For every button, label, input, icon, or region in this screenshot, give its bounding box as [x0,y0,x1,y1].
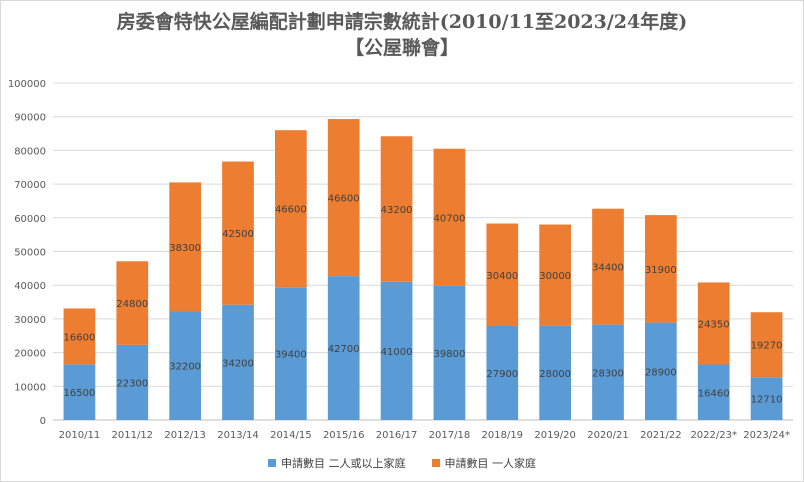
x-tick-label: 2020/21 [587,430,629,441]
x-tick-label: 2012/13 [164,430,206,441]
x-tick-label: 2011/12 [112,430,154,441]
x-tick-label: 2013/14 [217,430,259,441]
stacked-bar-chart: 0 10000 20000 30000 40000 50000 60000 70000 8000… [8,79,793,441]
x-tick-label: 2022/23* [690,430,737,441]
legend-item-multi-person: 申請數目 二人或以上家庭 [268,455,406,471]
bar-multi-person [750,377,783,420]
bar-single-person [275,130,307,288]
legend-label-multi-person: 申請數目 二人或以上家庭 [281,457,406,470]
data-label-multi-person: 34200 [222,358,254,369]
chart-title: 房委會特快公屋編配計劃申請宗數統計(2010/11至2023/24年度) [116,11,688,33]
data-label-single-person: 42500 [222,229,254,240]
data-label-single-person: 46600 [275,205,307,216]
bar-multi-person [645,322,677,420]
x-tick-label: 2021/22 [640,430,682,441]
bar-single-person [645,215,677,323]
bar-multi-person [116,344,149,420]
legend-swatch-multi-person [268,459,276,467]
bar-single-person [433,148,466,286]
data-label-single-person: 31900 [645,265,677,276]
y-tick-label: 70000 [14,180,46,191]
bar-multi-person [486,325,519,420]
data-label-single-person: 40700 [434,213,466,224]
legend-label-single-person: 申請數目 一人家庭 [444,457,537,470]
y-tick-label: 90000 [14,113,46,124]
chart-subtitle: 【公屋聯會】 [344,37,459,59]
legend-swatch-single-person [431,459,440,467]
data-label-multi-person: 16460 [698,388,730,399]
bar-single-person [327,119,360,277]
data-label-multi-person: 42700 [328,344,360,355]
data-label-multi-person: 39400 [275,350,307,361]
data-label-single-person: 30000 [539,271,571,282]
x-tick-label: 2017/18 [429,430,471,441]
bar-multi-person [222,304,254,420]
data-label-single-person: 43200 [381,205,413,216]
bar-multi-person [169,311,201,420]
data-label-multi-person: 32200 [169,362,201,373]
y-tick-label: 40000 [14,281,46,292]
bar-multi-person [275,287,307,420]
bar-single-person [222,161,254,305]
bar-multi-person [327,276,360,420]
data-label-single-person: 24350 [698,320,730,331]
data-label-multi-person: 28900 [645,367,677,378]
y-tick-label: 20000 [14,349,46,360]
bar-multi-person [539,325,571,420]
bar-single-person [63,308,96,365]
bar-single-person [539,224,571,326]
chart-legend: 申請數目 二人或以上家庭 申請數目 一人家庭 [1,455,803,471]
data-label-single-person: 19270 [751,341,783,352]
chart-title-block: 房委會特快公屋編配計劃申請宗數統計(2010/11至2023/24年度) 【公屋… [1,9,803,61]
y-tick-label: 0 [40,416,46,427]
data-label-multi-person: 12710 [751,395,783,406]
data-label-multi-person: 28300 [592,368,624,379]
data-label-single-person: 30400 [486,271,518,282]
x-tick-label: 2014/15 [270,430,312,441]
x-tick-label: 2019/20 [534,430,576,441]
bar-multi-person [380,281,413,420]
data-label-multi-person: 27900 [486,369,518,380]
bar-multi-person [63,364,96,420]
x-tick-label: 2023/24* [743,430,790,441]
y-tick-label: 60000 [14,214,46,225]
x-tick-label: 2016/17 [376,430,418,441]
y-tick-label: 30000 [14,315,46,326]
data-label-single-person: 34400 [592,263,624,274]
bar-multi-person [592,324,624,420]
x-tick-label: 2015/16 [323,430,365,441]
data-label-single-person: 38300 [169,243,201,254]
bar-single-person [380,136,413,282]
y-tick-label: 100000 [8,79,46,90]
data-label-multi-person: 39800 [434,349,466,360]
y-tick-label: 10000 [14,382,46,393]
bar-single-person [750,312,783,378]
data-label-multi-person: 28000 [539,369,571,380]
data-label-multi-person: 16500 [64,388,96,399]
bar-single-person [116,261,149,345]
bar-single-person [169,182,201,312]
bar-single-person [486,223,519,326]
bar-multi-person [697,364,730,420]
bar-single-person [697,282,730,365]
data-label-single-person: 46600 [328,194,360,205]
y-tick-label: 80000 [14,146,46,157]
bar-single-person [592,208,624,325]
data-label-multi-person: 22300 [116,378,148,389]
data-label-single-person: 16600 [64,332,96,343]
x-tick-label: 2010/11 [59,430,101,441]
bar-multi-person [433,285,466,420]
y-tick-label: 50000 [14,248,46,259]
x-tick-label: 2018/19 [482,430,524,441]
data-label-multi-person: 41000 [381,347,413,358]
data-label-single-person: 24800 [116,299,148,310]
legend-item-single-person: 申請數目 一人家庭 [431,455,537,471]
